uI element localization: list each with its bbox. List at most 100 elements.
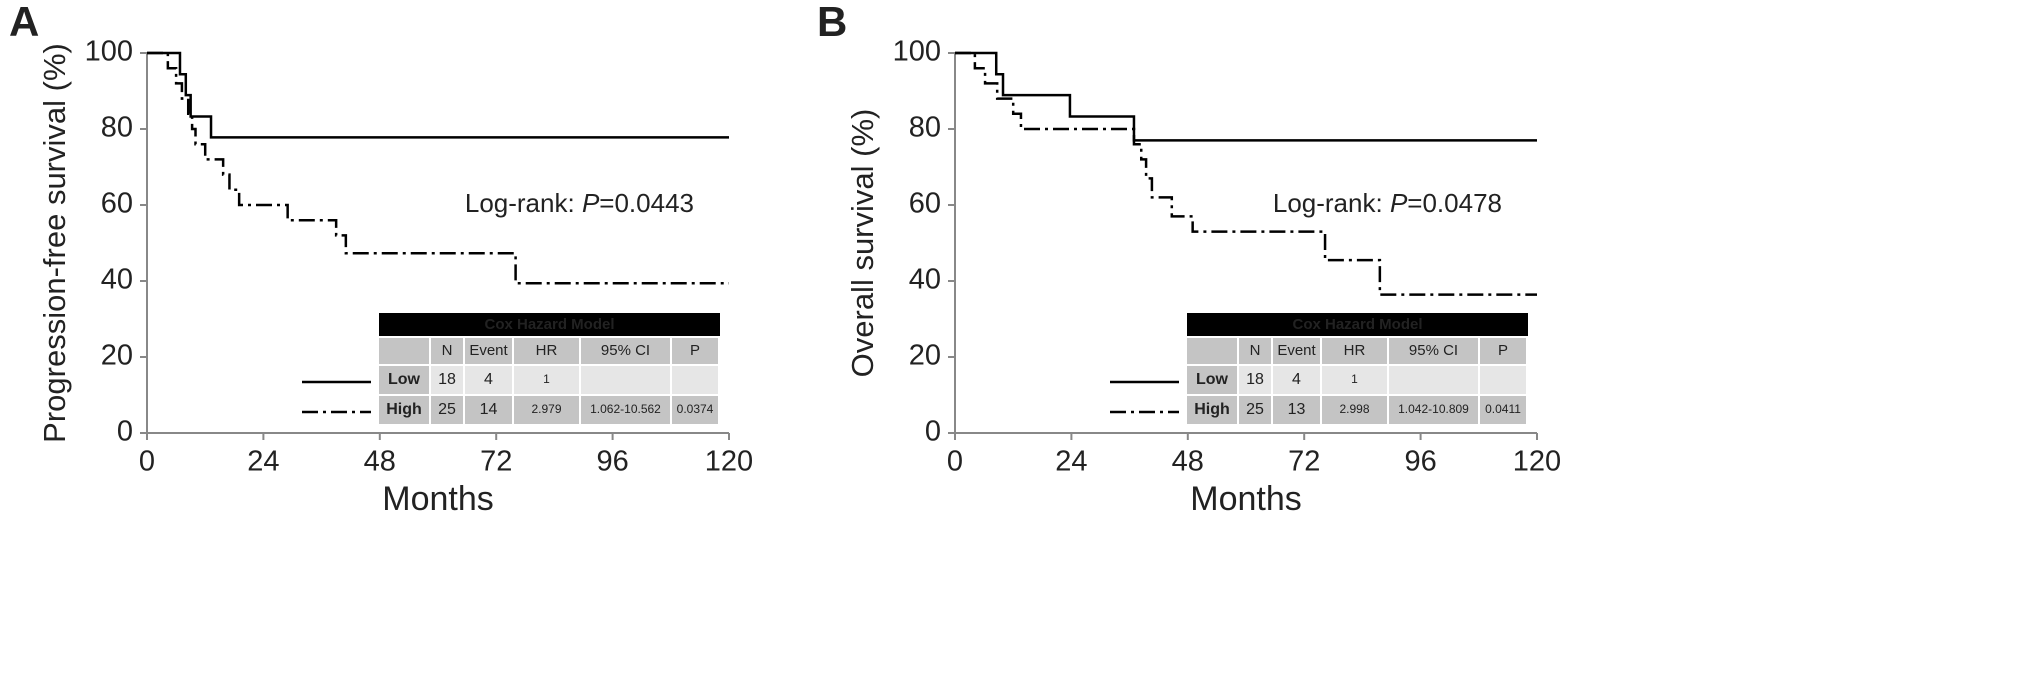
x-tick-label: 24 [1055,446,1087,478]
table-header-cell [581,338,670,364]
y-tick-label: 100 [893,36,941,68]
table-cell-bg [581,366,670,394]
table-title-bar [379,313,720,336]
table-cell: 2.998 [1339,402,1369,416]
y-tick-label: 80 [909,112,941,144]
y-tick-label: 0 [925,416,941,448]
x-tick-label: 120 [1513,446,1561,478]
table-cell: 18 [438,371,456,388]
annotation: Log-rank: P=0.0443 [465,188,694,218]
table-header: N [442,342,453,359]
y-tick-label: 20 [101,340,133,372]
table-row-label: Low [1196,371,1229,388]
x-tick-label: 48 [364,446,396,478]
table-cell: 2.979 [531,402,561,416]
table-cell: 13 [1288,401,1306,418]
table-cell-bg [1322,396,1387,424]
table-header: HR [1344,342,1366,359]
table-header-cell [1239,338,1271,364]
table-row-label: Low [388,371,421,388]
table-header: HR [536,342,558,359]
x-axis-title: Months [1190,480,1302,518]
table-header-cell [465,338,512,364]
y-tick-label: 40 [101,264,133,296]
table-header: N [1250,342,1261,359]
table-header: Event [1277,342,1316,359]
annotation-part: Log-rank: [465,188,582,218]
table-cell-bg [581,396,670,424]
y-tick-label: 60 [101,188,133,220]
table-cell-bg [1273,366,1320,394]
table-row-label: High [1194,401,1230,418]
y-tick-label: 0 [117,416,133,448]
table-header: Event [469,342,508,359]
y-axis-title: Progression-free survival (%) [37,43,72,443]
x-tick-label: 120 [705,446,753,478]
annotation: Log-rank: P=0.0478 [1273,188,1502,218]
annotation-part: P [582,188,600,218]
x-tick-label: 96 [1404,446,1436,478]
table-header-cell [514,338,579,364]
x-tick-label: 72 [480,446,512,478]
x-tick-label: 0 [139,446,155,478]
survival-curve [955,51,1537,142]
table-cell-bg [672,366,718,394]
table-title-bar [1187,313,1528,336]
table-cell-bg [431,396,463,424]
table-cell: 1 [543,372,550,386]
survival-curve [955,51,1537,296]
table-cell-bg [379,396,429,424]
table-cell-bg [1480,366,1526,394]
table-title: Cox Hazard Model [484,316,614,333]
table-cell-bg [1480,396,1526,424]
table-header-cell [379,338,429,364]
table-header-cell [1273,338,1320,364]
table-cell: 0.0374 [677,402,714,416]
table-cell: 4 [484,371,493,388]
table-cell: 1.042-10.809 [1398,402,1469,416]
table-row-label: High [386,401,422,418]
table-cell-bg [514,366,579,394]
y-tick-label: 100 [85,36,133,68]
table-header-cell [431,338,463,364]
table-header: 95% CI [1409,342,1458,359]
survival-curve [147,51,729,285]
panel-label: A [9,0,39,45]
table-cell-bg [379,366,429,394]
table-cell: 1.062-10.562 [590,402,661,416]
table-cell: 0.0411 [1485,402,1521,416]
x-tick-label: 72 [1288,446,1320,478]
annotation-part: Log-rank: [1273,188,1390,218]
annotation-part: =0.0443 [599,188,694,218]
x-tick-label: 24 [247,446,279,478]
table-header: 95% CI [601,342,650,359]
table-header-cell [1187,338,1237,364]
annotation-part: P [1390,188,1408,218]
x-axis-title: Months [382,480,494,518]
table-cell-bg [1389,396,1478,424]
x-tick-label: 96 [596,446,628,478]
table-cell: 14 [480,401,498,418]
panel-label: B [817,0,847,45]
table-header-cell [1322,338,1387,364]
table-cell-bg [431,366,463,394]
table-cell-bg [1273,396,1320,424]
table-cell: 4 [1292,371,1301,388]
annotation-part: =0.0478 [1407,188,1502,218]
table-cell-bg [672,396,718,424]
y-tick-label: 40 [909,264,941,296]
table-cell: 18 [1246,371,1264,388]
table-cell-bg [465,396,512,424]
x-tick-label: 48 [1172,446,1204,478]
table-cell-bg [514,396,579,424]
table-cell-bg [1239,366,1271,394]
table-cell-bg [1389,366,1478,394]
table-header-cell [1389,338,1478,364]
table-header: P [690,342,700,359]
table-cell: 25 [438,401,456,418]
table-cell: 1 [1351,372,1358,386]
table-cell-bg [465,366,512,394]
table-cell-bg [1187,396,1237,424]
